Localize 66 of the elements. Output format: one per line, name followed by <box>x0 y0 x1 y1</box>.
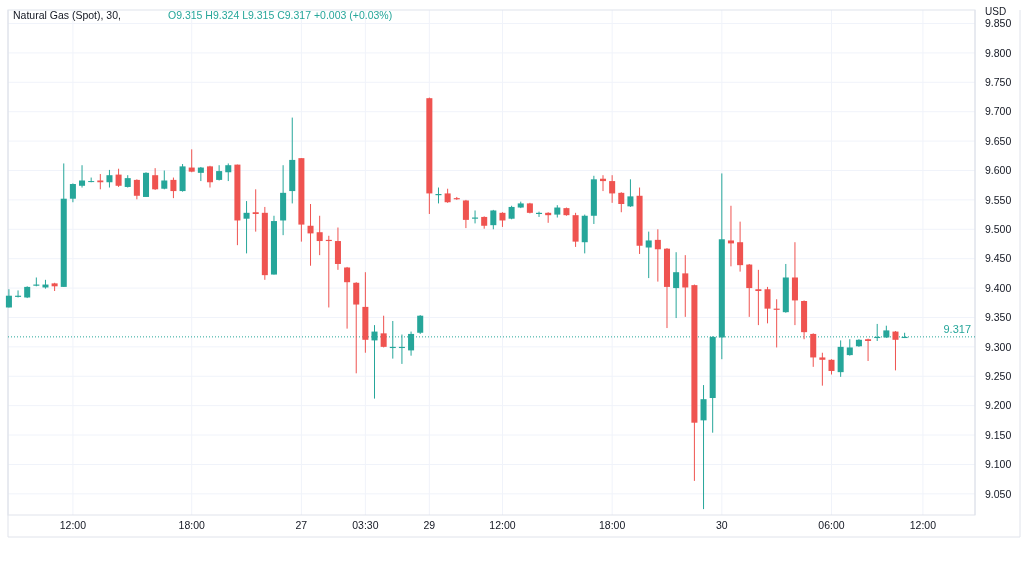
candlestick <box>197 166 204 182</box>
y-tick-label: 9.300 <box>985 340 1012 353</box>
chart-title: Natural Gas (Spot), 30, <box>13 9 121 21</box>
candlestick <box>252 188 259 233</box>
candlestick <box>645 231 652 279</box>
candlestick <box>819 352 826 387</box>
candlestick <box>737 221 744 273</box>
y-tick-label: 9.550 <box>985 193 1012 206</box>
y-tick-label: 9.050 <box>985 487 1012 500</box>
x-tick-label: 12:00 <box>59 519 87 531</box>
y-tick-label: 9.150 <box>985 428 1012 441</box>
candlestick <box>334 227 341 271</box>
candlestick <box>764 286 771 324</box>
candlestick <box>417 314 424 335</box>
candlestick <box>627 178 634 208</box>
ref-line-label: 9.317 <box>943 322 971 335</box>
candlestick <box>682 254 689 318</box>
y-tick-label: 9.400 <box>985 281 1012 294</box>
candlestick <box>755 269 762 326</box>
x-tick-label: 03:30 <box>352 519 379 531</box>
candlestick <box>371 324 378 400</box>
x-tick-label: 27 <box>295 519 308 531</box>
candlestick <box>170 177 177 199</box>
candlestick <box>810 332 817 368</box>
y-tick-label: 9.350 <box>985 311 1012 324</box>
x-tick-label: 12:00 <box>909 519 937 531</box>
x-tick-label: 18:00 <box>599 519 626 531</box>
x-tick-label: 06:00 <box>818 519 845 531</box>
y-tick-label: 9.100 <box>985 458 1012 471</box>
y-tick-label: 9.750 <box>985 75 1012 88</box>
candlestick <box>380 315 387 348</box>
y-tick-label: 9.800 <box>985 46 1012 59</box>
y-tick-label: 9.650 <box>985 134 1012 147</box>
annotation: O9.315 H9.324 L9.315 C9.317 +0.003 (+0.03%) <box>168 9 393 21</box>
candlestick <box>307 203 314 267</box>
candlestick <box>133 178 140 200</box>
candlestick <box>746 263 753 318</box>
candlestick <box>115 168 122 188</box>
candlestick <box>79 164 86 189</box>
y-tick-label: 9.850 <box>985 17 1012 30</box>
candlestick <box>69 182 76 203</box>
x-tick-label: 18:00 <box>178 519 206 531</box>
candlestick <box>462 199 469 229</box>
y-tick-label: 9.600 <box>985 164 1012 177</box>
candlestick <box>618 191 625 213</box>
y-tick-label: 9.500 <box>985 222 1012 235</box>
candlestick <box>152 167 159 191</box>
candlestick <box>700 384 707 510</box>
candlestick <box>316 215 323 256</box>
y-tick-label: 9.250 <box>985 369 1012 382</box>
candlestick <box>243 200 250 254</box>
candlestick <box>673 251 680 319</box>
candlestick <box>353 281 360 374</box>
candlestick <box>609 174 616 204</box>
candlestick <box>654 228 661 283</box>
candlestick <box>344 266 351 330</box>
candlestick <box>892 330 899 371</box>
y-tick-label: 9.450 <box>985 252 1012 265</box>
y-axis-title: USD <box>985 6 1007 17</box>
candlestick <box>727 205 734 267</box>
x-tick-label: 12:00 <box>489 519 516 531</box>
y-tick-label: 9.200 <box>985 399 1012 412</box>
x-tick-label: 29 <box>423 519 436 531</box>
y-tick-label: 9.700 <box>985 105 1012 118</box>
x-tick-label: 30 <box>715 519 728 531</box>
candlestick <box>791 241 798 326</box>
